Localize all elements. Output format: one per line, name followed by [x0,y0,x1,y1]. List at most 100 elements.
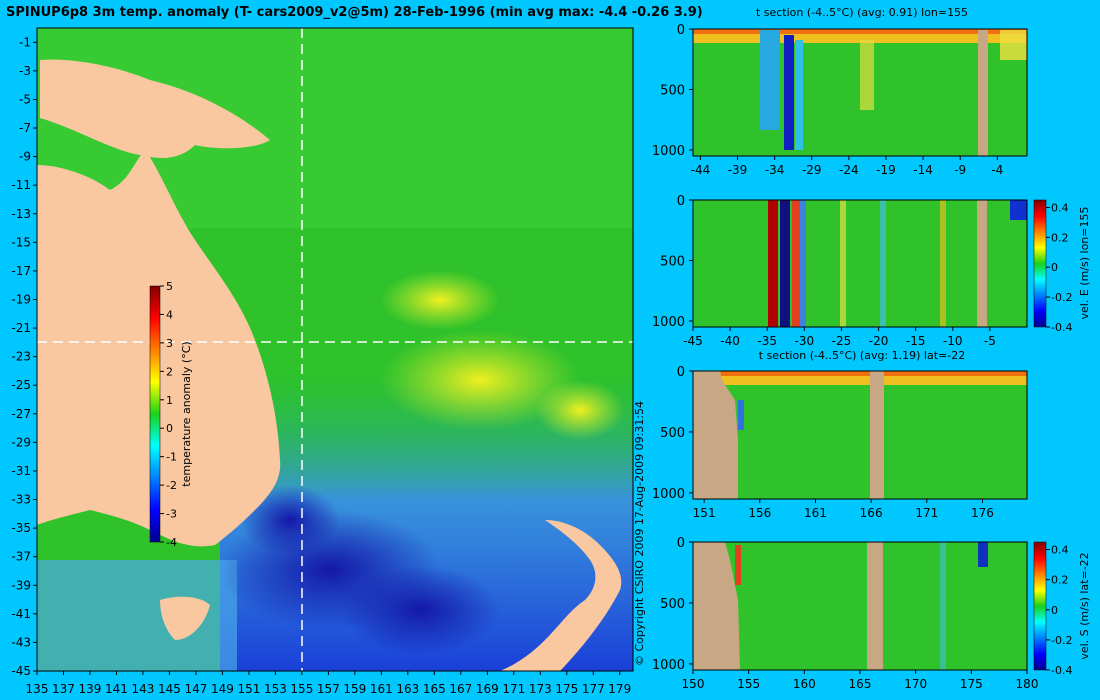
x-tick-label: 180 [1016,677,1039,691]
colorbar-tick-label: 2 [166,365,173,378]
x-tick-label: -40 [720,334,740,348]
lon-tick-label: 159 [343,682,366,696]
lat-tick-label: -1 [19,35,31,49]
lon-tick-label: 153 [264,682,287,696]
lon-tick-label: 137 [52,682,75,696]
lat-tick-label: -17 [11,264,31,278]
map-colorbar-ticks: 5 4 3 2 1 0 -1 -2 -3 -4 [160,280,177,549]
lat-tick-label: -23 [11,350,31,364]
lat-tick-label: -15 [11,235,31,249]
cold-eddy-2 [340,565,500,655]
depth-tick-label: 1000 [652,658,685,673]
lon-tick-label: 179 [608,682,631,696]
lat-tick-label: -19 [11,292,31,306]
panel-boundary-current [735,545,741,585]
colorbar-tick-label: -1 [166,451,177,464]
panel-warm-edge [1000,30,1027,60]
colorbar-tick-label: -0.4 [1051,321,1072,334]
copyright-text: © Copyright CSIRO 2009 17-Aug-2009 09:31… [633,401,646,666]
depth-tick-label: 1000 [652,315,685,330]
colorbar-tick-label: -0.2 [1051,291,1072,304]
panel-colorbar-scale [1033,541,1047,671]
panel-field [693,371,1027,499]
warm-region-3 [535,380,625,440]
depth-tick-label: 0 [677,194,685,209]
x-tick-label: -34 [765,163,785,177]
panel-field [693,200,1027,327]
panel-land-mask-west [693,371,738,499]
panel-warm-column [860,40,874,110]
depth-tick-label: 0 [677,365,685,380]
x-tick-label: -44 [691,163,711,177]
temperature-anomaly-map [37,28,633,671]
lon-tick-label: 175 [555,682,578,696]
panel-weak-jet-1 [840,200,846,327]
panel-east-jet-2 [792,200,800,327]
lat-tick-label: -27 [11,407,31,421]
x-tick-label: 166 [860,506,883,520]
x-tick-label: -15 [906,334,926,348]
x-tick-label: 155 [737,677,760,691]
colorbar-tick-label: 3 [166,337,173,350]
panel-land-mask [977,200,987,327]
panel-x-axis: -44 -39 -34 -29 -24 -19 -14 -9 -4 [691,156,1003,177]
lat-tick-label: -25 [11,378,31,392]
panel-colorbar-ticks: 0.4 0.2 0 -0.2 -0.4 [1046,201,1072,334]
lon-tick-label: 145 [158,682,181,696]
lat-tick-label: -43 [11,635,31,649]
x-tick-label: -35 [757,334,777,348]
map-lat-axis: -1 -3 -5 -7 -9 -11 -13 -15 -17 -19 -21 -23 -25 -27 -29… [11,35,37,678]
depth-tick-label: 1000 [652,144,685,159]
lat-tick-label: -45 [11,664,31,678]
depth-tick-label: 500 [660,254,685,269]
panel-weak-jet-2 [880,200,886,327]
lat-tick-label: -3 [19,64,31,78]
panel-land-mask-mid [867,542,883,670]
lon-tick-label: 177 [582,682,605,696]
x-tick-label: -19 [876,163,896,177]
panel-frame [692,199,1028,328]
panel-y-axis: 0 500 1000 [652,194,693,330]
colorbar-tick-label: -0.2 [1051,634,1072,647]
lat-tick-label: -39 [11,578,31,592]
lon-tick-label: 149 [211,682,234,696]
x-tick-label: 175 [960,677,983,691]
x-tick-label: 150 [682,677,705,691]
lat-tick-label: -7 [19,121,31,135]
depth-tick-label: 0 [677,23,685,38]
panel-colorbar-scale [1033,199,1047,328]
panel-x-axis: -45 -40 -35 -30 -25 -20 -15 -10 -5 [683,327,996,348]
panel-land-mask [978,30,988,156]
colorbar-tick-label: 5 [166,280,173,293]
land-new-guinea [40,59,270,158]
panel-west-jet-2 [800,200,806,327]
land-tasmania [160,596,210,640]
x-tick-label: -25 [832,334,852,348]
panel-surface-hot-strip [693,371,1027,376]
x-tick-label: -4 [991,163,1003,177]
map-colorbar-scale [149,285,161,543]
panel-background [693,200,1027,327]
panel-title: t section (-4..5°C) (avg: 1.19) lat=-22 [759,349,965,362]
lon-tick-label: 139 [79,682,102,696]
colorbar-tick-label: 0.2 [1051,231,1069,244]
panel-strong-east-jet [768,200,778,327]
x-tick-label: 170 [904,677,927,691]
lon-tick-label: 163 [396,682,419,696]
lat-tick-label: -33 [11,493,31,507]
panel-land-mask-west [693,542,740,670]
panel-colorbar-label: vel. S (m/s) lat=-22 [1078,552,1091,659]
depth-tick-label: 500 [660,426,685,441]
colorbar-tick-label: -3 [166,508,177,521]
cold-eddy-3 [240,485,340,555]
lat-tick-label: -5 [19,92,31,106]
lon-tick-label: 135 [26,682,49,696]
lon-tick-label: 161 [370,682,393,696]
map-lon-axis: 135 137 139 141 143 145 147 149 151 153 155 157 159 1… [26,671,631,696]
colorbar-tick-label: 0.4 [1051,544,1069,557]
panel-cool-column-1 [760,30,780,130]
panel-colorbar-label: vel. E (m/s) lon=155 [1078,207,1091,320]
section-panel-temp-lon155: t section (-4..5°C) (avg: 0.91) lon=155 … [652,6,1028,177]
panel-background [693,542,1027,670]
